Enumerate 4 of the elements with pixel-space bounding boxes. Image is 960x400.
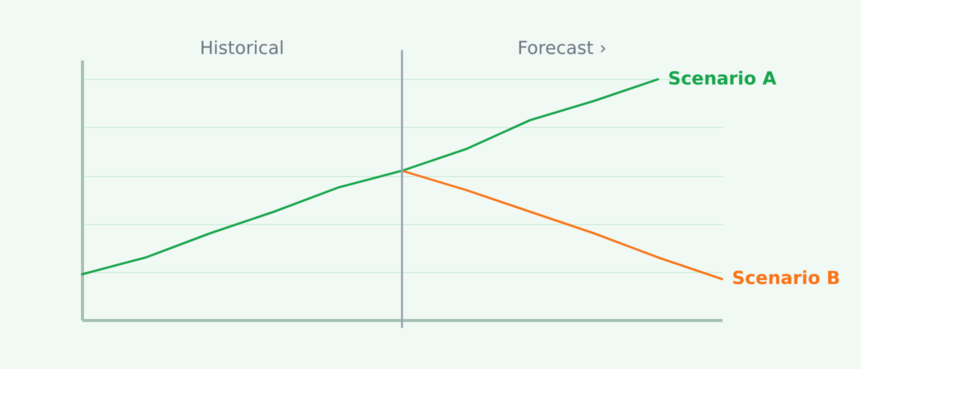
series-label: Scenario B xyxy=(732,268,840,290)
text: Forecast › xyxy=(517,38,607,59)
series-label: Scenario A xyxy=(668,68,776,90)
text: Historical xyxy=(200,38,284,59)
